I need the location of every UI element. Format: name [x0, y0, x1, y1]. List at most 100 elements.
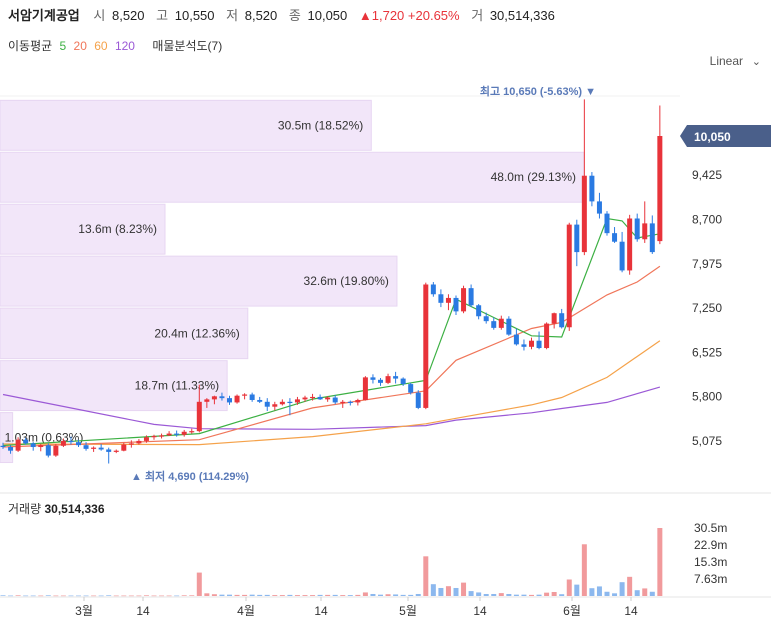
candle-body [619, 241, 625, 271]
ma20-label[interactable]: 20 [73, 39, 87, 53]
candle-body [189, 431, 195, 433]
volume-bar [121, 595, 127, 597]
volume-bar [461, 582, 467, 596]
candle-body [642, 223, 648, 240]
volume-profile-label: 20.4m (12.36%) [154, 326, 239, 340]
volume-bar [317, 594, 323, 596]
candle-body [257, 399, 263, 402]
volume-bar [15, 595, 21, 596]
ma60-label[interactable]: 60 [94, 39, 108, 53]
candle-body [400, 378, 406, 385]
candle-body [498, 318, 504, 328]
candle-body [627, 218, 633, 271]
candle-body [310, 396, 316, 399]
x-tick-label: 6월 [563, 604, 581, 618]
volume-bar [227, 594, 232, 596]
candle-body [476, 305, 482, 317]
volume-bar [529, 594, 534, 596]
candle-body [196, 401, 202, 432]
candle-body [461, 288, 467, 312]
volume-bar [581, 544, 587, 596]
candle-body [529, 340, 534, 347]
candle-body [415, 392, 421, 408]
volume-bar [498, 593, 504, 596]
ma20-line [2, 265, 661, 448]
ma5-label[interactable]: 5 [59, 39, 67, 53]
volume-bar [340, 595, 346, 596]
volume-bar [596, 586, 602, 596]
ma120-label[interactable]: 120 [114, 39, 135, 53]
candle-body [272, 404, 278, 407]
volume-bar [219, 594, 225, 596]
stock-name: 서암기계공업 [8, 8, 80, 23]
volume-bar [23, 595, 29, 597]
volume-bar [506, 593, 512, 596]
volume-bar [68, 595, 74, 597]
candle-body [91, 447, 97, 449]
volume-bar [347, 595, 353, 596]
candle-body [181, 431, 187, 435]
volume-bar [393, 594, 399, 596]
close-label: 종 [288, 8, 301, 23]
candle-body [76, 442, 81, 446]
candle-body [30, 443, 36, 448]
volume-bar [76, 595, 81, 597]
volume-bar [612, 593, 618, 596]
volume-bar [113, 595, 119, 597]
high-label: 고 [156, 8, 169, 23]
candle-body [604, 213, 610, 234]
volume-bar [355, 594, 361, 596]
price-tick-label: 7,975 [692, 257, 722, 271]
volume-profile-label: 30.5m (18.52%) [278, 118, 363, 132]
candle-body [596, 201, 602, 214]
volume-bar [544, 592, 550, 596]
candle-body [204, 399, 210, 402]
volume-bar [521, 594, 527, 596]
candle-body [15, 439, 21, 451]
current-price-label: 10,050 [694, 130, 731, 144]
volume-bar [302, 595, 308, 596]
x-tick-label: 14 [136, 604, 150, 618]
volume-bar [287, 594, 293, 596]
volume-profile-bar [0, 255, 398, 307]
volume-bar [204, 593, 210, 596]
candle-body [385, 376, 391, 383]
candle-body [453, 297, 459, 312]
volume-bar [476, 592, 482, 596]
candle-body [468, 288, 474, 306]
candle-body [219, 396, 225, 399]
volume-bar [106, 595, 112, 596]
volume-bar [249, 594, 255, 596]
volume-bar [491, 593, 497, 596]
volume-bar [385, 594, 391, 596]
candle-body [128, 443, 134, 445]
volume-bar [143, 595, 149, 596]
candle-body [317, 396, 323, 400]
low-value: 8,520 [244, 8, 278, 23]
volume-bar [445, 586, 451, 596]
volume-chart-title: 거래량 30,514,336 [8, 500, 105, 517]
scale-mode-select[interactable]: Linear [709, 54, 743, 68]
volume-bar [30, 595, 36, 597]
volume-profile-bar [0, 99, 372, 151]
chevron-down-icon[interactable]: ⌄ [751, 56, 761, 68]
price-tick-label: 7,250 [692, 301, 722, 315]
candle-body [438, 294, 444, 303]
candle-body [393, 376, 399, 379]
volume-bar [272, 595, 278, 596]
volume-profile-label[interactable]: 매물분석도(7) [152, 39, 223, 53]
volume-bar [159, 595, 165, 597]
candle-body [60, 440, 66, 446]
candle-body [38, 445, 44, 448]
candle-body [234, 395, 240, 403]
candle-body [166, 433, 172, 436]
volume-bar [378, 594, 383, 596]
volume-bar [536, 594, 542, 596]
volume-bar [657, 528, 663, 596]
candle-body [521, 344, 527, 347]
volume-bar [415, 593, 421, 596]
volume-bar [430, 584, 436, 596]
volume-profile-bar [0, 203, 166, 255]
moving-average-legend: 이동평균 5 20 60 120 매물분석도(7) [8, 37, 226, 54]
